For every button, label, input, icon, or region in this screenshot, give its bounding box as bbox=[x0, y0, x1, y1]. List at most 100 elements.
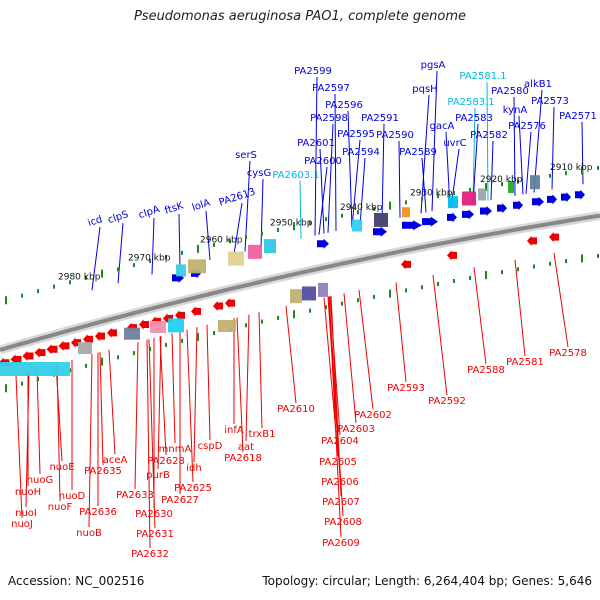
leader-line-aat bbox=[245, 314, 250, 442]
leader-line-icd bbox=[91, 226, 101, 291]
gene-label-lola: lolA bbox=[191, 197, 212, 213]
gene-label-pa2588: PA2588 bbox=[467, 365, 505, 376]
gene-label-alkb1: alkB1 bbox=[524, 79, 552, 90]
scale-tick bbox=[117, 355, 119, 360]
leader-line-nuoi bbox=[25, 371, 30, 508]
scale-tick bbox=[341, 301, 343, 306]
gene-label-nuoj: nuoJ bbox=[11, 519, 33, 530]
scale-tick bbox=[213, 330, 215, 335]
scale-tick bbox=[533, 264, 535, 269]
gene-label-pa2618: PA2618 bbox=[224, 453, 262, 464]
scale-label-2960-kbp: 2960 kbp bbox=[200, 235, 243, 245]
gene-label-pa2608: PA2608 bbox=[324, 517, 362, 528]
backbone-shadow bbox=[0, 211, 600, 355]
leader-line-acea bbox=[108, 349, 116, 455]
leader-line-pa2573 bbox=[551, 106, 555, 190]
reverse-gene-arrow bbox=[95, 331, 105, 342]
scale-tick bbox=[277, 227, 279, 232]
leader-line-nuob bbox=[88, 354, 93, 528]
scale-label-2930-kbp: 2930 kbp bbox=[410, 189, 453, 199]
gene-label-pa2578: PA2578 bbox=[549, 348, 587, 359]
gene-label-pa2581: PA2581 bbox=[506, 357, 544, 368]
annotation-block bbox=[290, 289, 302, 304]
gene-label-pqsh: pqsH bbox=[412, 84, 437, 95]
leader-line-pa2602 bbox=[358, 290, 374, 410]
leader-line-pa2591 bbox=[381, 123, 385, 222]
gene-label-purb: purB bbox=[146, 470, 170, 481]
scale-tick bbox=[405, 288, 407, 293]
gene-label-cspd: cspD bbox=[198, 441, 223, 452]
scale-tick bbox=[277, 315, 279, 320]
leader-line-pa2600 bbox=[318, 166, 328, 235]
leader-line-nuog bbox=[36, 369, 41, 475]
feature-layer bbox=[0, 175, 585, 376]
forward-gene-arrow bbox=[447, 212, 457, 223]
forward-gene-arrow bbox=[547, 194, 557, 205]
leader-line-pa2632 bbox=[146, 339, 151, 549]
leader-line-trxb1 bbox=[258, 312, 263, 429]
annotation-block bbox=[318, 282, 328, 297]
genome-title: Pseudomonas aeruginosa PAO1, complete ge… bbox=[133, 9, 467, 24]
annotation-block bbox=[402, 207, 410, 218]
scale-tick bbox=[517, 179, 519, 184]
leader-line-pa2603 bbox=[343, 293, 357, 424]
scale-tick bbox=[421, 197, 423, 202]
reverse-gene-arrow bbox=[34, 347, 46, 358]
scale-tick bbox=[341, 213, 343, 218]
gene-label-pa2592: PA2592 bbox=[428, 396, 466, 407]
gene-label-pa2573: PA2573 bbox=[531, 96, 569, 107]
scale-tick bbox=[213, 242, 215, 247]
scale-tick bbox=[21, 293, 23, 298]
scale-label-2910-kbp: 2910 kbp bbox=[550, 163, 593, 173]
gene-label-pa2600: PA2600 bbox=[304, 156, 342, 167]
annotation-block bbox=[188, 259, 206, 274]
scale-tick bbox=[165, 254, 167, 259]
annotation-block bbox=[530, 175, 540, 190]
leader-line-pa2588 bbox=[473, 267, 487, 365]
reverse-gene-arrow bbox=[58, 340, 70, 351]
leader-line-pa2635 bbox=[99, 352, 104, 466]
scale-tick bbox=[245, 235, 247, 240]
leader-line-pa2571 bbox=[581, 121, 584, 185]
scale-tick bbox=[389, 289, 391, 298]
scale-tick bbox=[485, 271, 487, 280]
gene-label-pa2602: PA2602 bbox=[354, 410, 392, 421]
gene-label-pa2591: PA2591 bbox=[361, 113, 399, 124]
gene-label-sers: serS bbox=[235, 150, 257, 161]
gene-label-ftsk: ftsK bbox=[163, 200, 185, 216]
leader-line-pa2628 bbox=[159, 336, 167, 456]
scale-label-2970-kbp: 2970 kbp bbox=[128, 254, 171, 264]
gene-label-pa2593: PA2593 bbox=[387, 383, 425, 394]
scale-tick bbox=[181, 338, 183, 343]
leader-line-mnma bbox=[171, 333, 176, 444]
leader-line-pa2599 bbox=[314, 76, 318, 236]
scale-tick bbox=[197, 332, 199, 341]
scale-tick bbox=[373, 294, 375, 299]
leader-line-pa2613 bbox=[233, 202, 243, 255]
leader-line-pa2576 bbox=[525, 131, 532, 194]
leader-line-pa2618 bbox=[236, 317, 244, 453]
scale-tick bbox=[53, 284, 55, 289]
forward-gene-arrow bbox=[317, 238, 329, 249]
gene-label-pa2582: PA2582 bbox=[470, 130, 508, 141]
scale-tick bbox=[357, 298, 359, 303]
scale-tick bbox=[565, 259, 567, 264]
gene-label-pa2583: PA2583 bbox=[455, 113, 493, 124]
leader-line-pa2590 bbox=[398, 140, 401, 218]
annotation-block bbox=[78, 342, 92, 355]
gene-label-pa2609: PA2609 bbox=[322, 538, 360, 549]
gene-label-pa2576: PA2576 bbox=[508, 121, 546, 132]
gene-label-pa2590: PA2590 bbox=[376, 130, 414, 141]
leader-lines-layer bbox=[15, 70, 584, 549]
scale-tick bbox=[469, 187, 471, 192]
annotation-block bbox=[168, 318, 184, 333]
gene-label-cysg: cysG bbox=[247, 168, 271, 179]
gene-label-pa2636: PA2636 bbox=[79, 507, 117, 518]
scale-tick bbox=[85, 363, 87, 368]
scale-tick bbox=[501, 270, 503, 275]
annotation-block bbox=[176, 264, 186, 277]
gene-label-nuof: nuoF bbox=[48, 502, 73, 513]
gene-label-aat: aat bbox=[238, 442, 254, 453]
annotation-block bbox=[374, 212, 388, 227]
leader-line-pa2598 bbox=[327, 123, 334, 233]
